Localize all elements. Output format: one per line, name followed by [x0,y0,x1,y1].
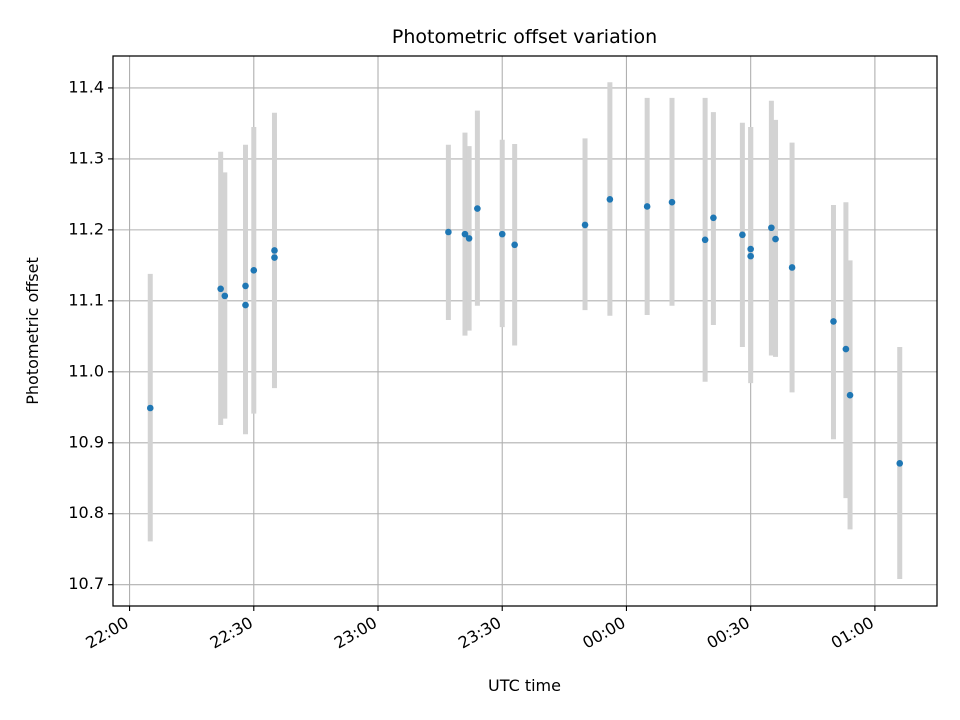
data-point [842,345,850,353]
data-point [271,247,278,254]
data-point [830,318,837,325]
data-point [217,285,224,293]
y-axis-label: Photometric offset [23,257,42,405]
y-tick-label: 10.7 [68,574,104,593]
data-point [581,221,589,229]
y-tick-label: 10.8 [68,503,104,522]
data-point [498,230,506,238]
y-tick-label: 11.4 [68,77,104,96]
data-point [445,228,452,236]
data-point [739,231,746,239]
y-tick-label: 11.1 [68,290,104,309]
data-point [474,205,481,212]
data-point [461,230,469,238]
data-point [511,241,518,249]
data-point [701,236,709,244]
data-point [643,203,651,210]
plot-frame [112,55,938,607]
y-tick-label: 11.0 [68,361,104,380]
data-points [146,196,904,467]
data-point [221,292,229,300]
data-point [606,196,614,203]
x-axis-label: UTC time [488,676,561,695]
data-point [242,282,249,290]
data-point [271,254,278,261]
y-tick-label: 10.9 [68,432,104,451]
y-tick-label: 11.2 [68,219,104,238]
data-point [772,235,779,243]
data-point [146,404,154,412]
data-point [768,224,775,232]
data-point [465,235,473,242]
data-point [250,267,258,274]
data-point [668,198,676,206]
data-point [896,460,904,467]
data-point [747,252,754,260]
chart-title: Photometric offset variation [392,26,657,48]
y-tick-label: 11.3 [68,148,104,167]
data-point [846,391,854,399]
data-point [788,264,796,271]
y-axis-ticks: 10.7 10.8 10.9 11.0 11.1 11.2 11.3 11.4 [68,77,113,593]
data-point [242,301,249,309]
data-point [710,214,717,222]
data-point [747,245,754,253]
